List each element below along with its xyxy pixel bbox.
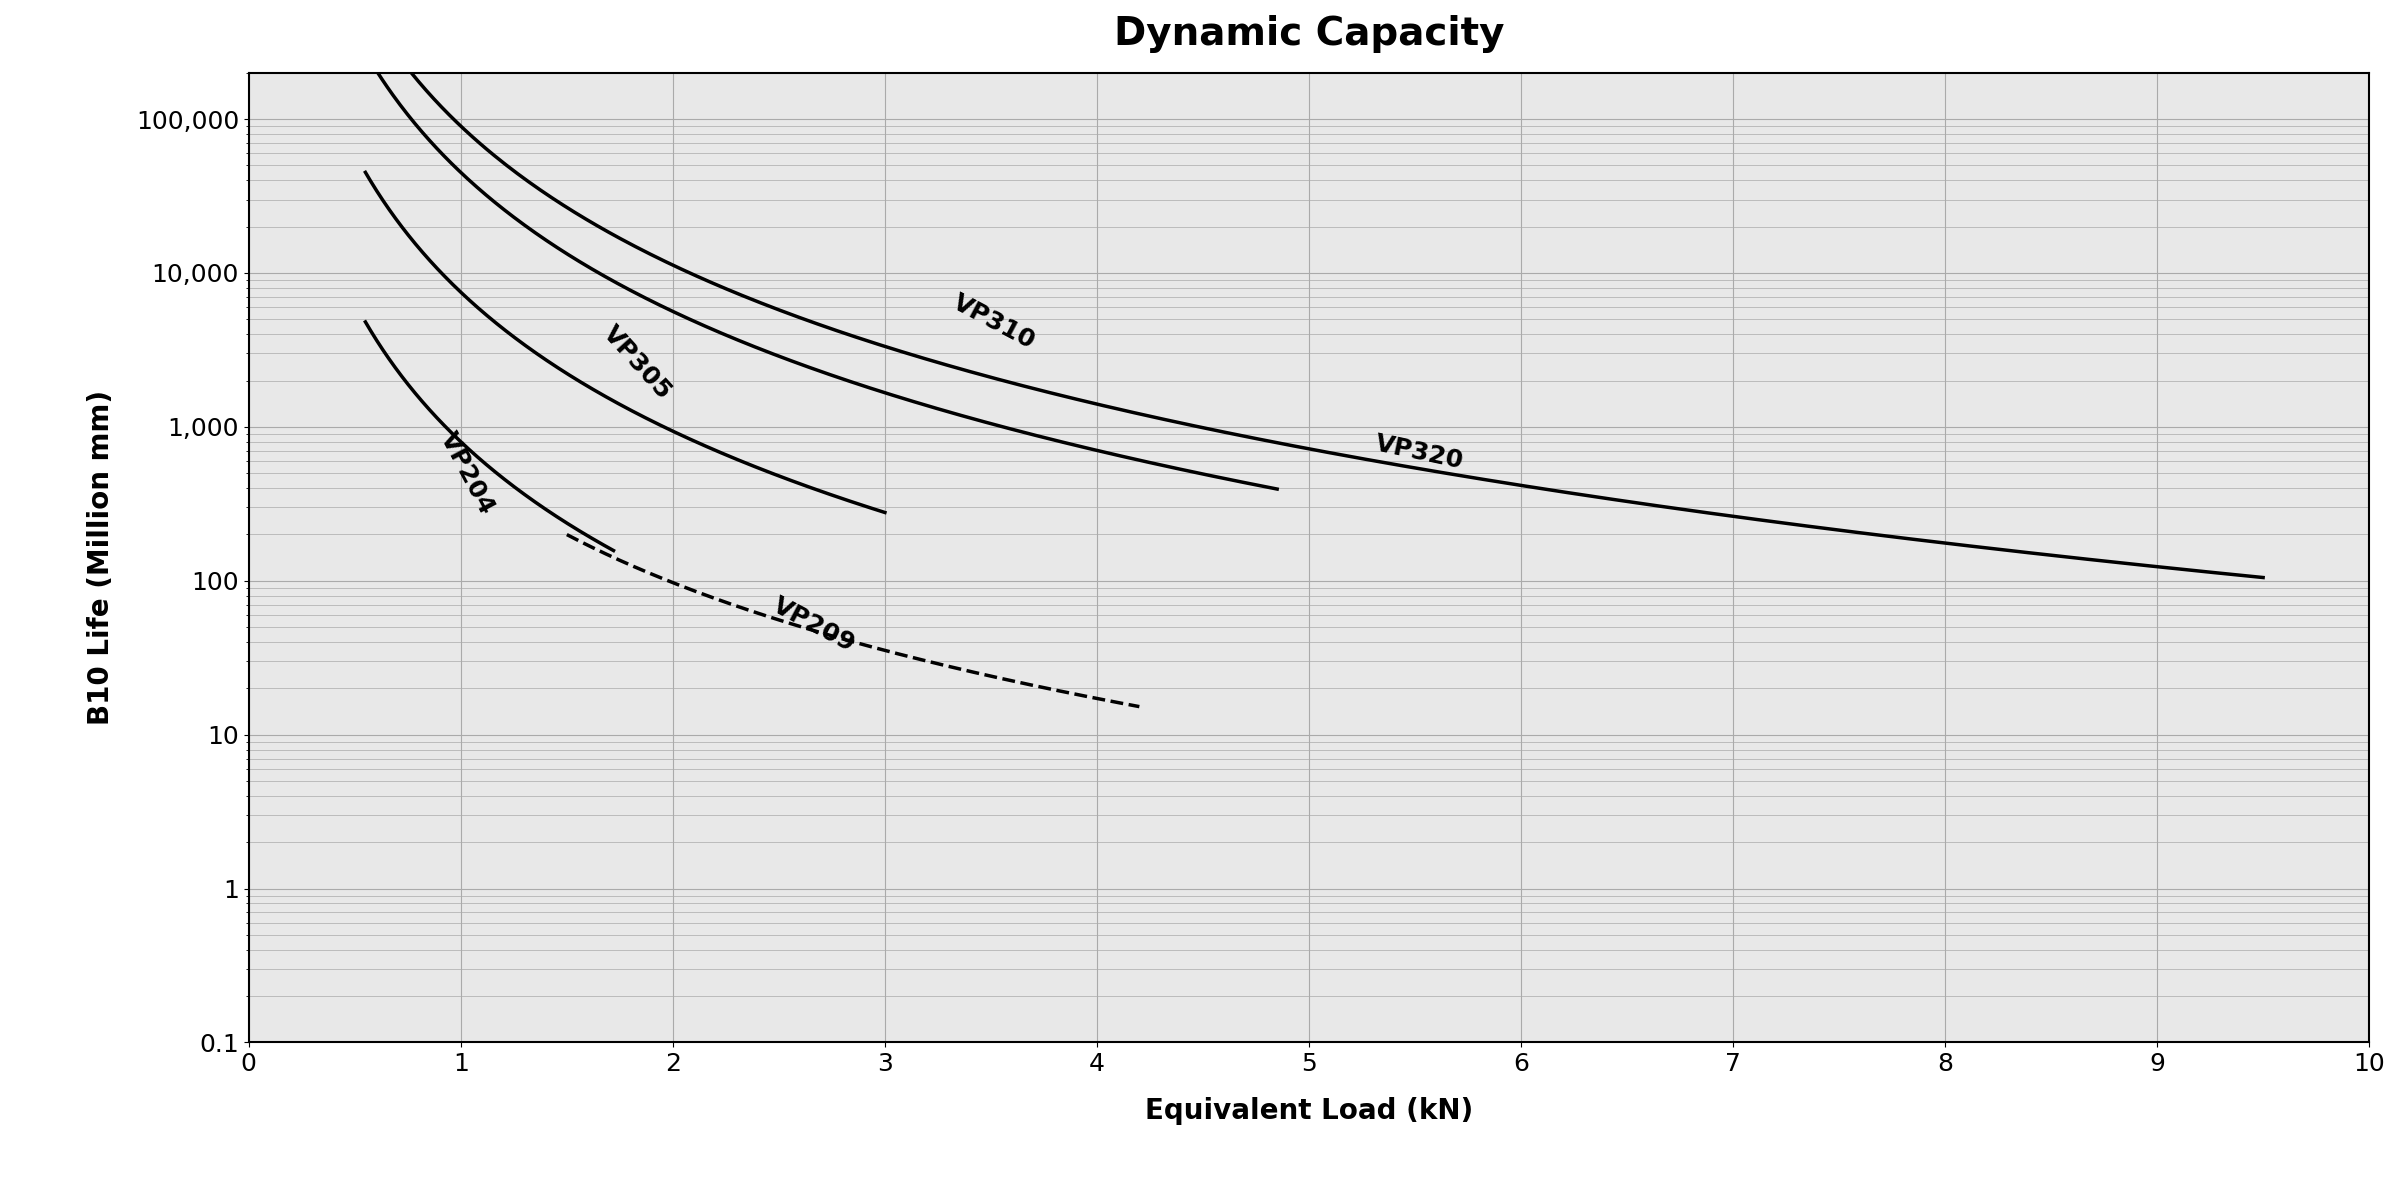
Text: VP310: VP310: [948, 290, 1039, 354]
X-axis label: Equivalent Load (kN): Equivalent Load (kN): [1145, 1097, 1474, 1126]
Y-axis label: B10 Life (Million mm): B10 Life (Million mm): [86, 390, 115, 725]
Text: VP320: VP320: [1373, 432, 1466, 474]
Text: VP209: VP209: [768, 593, 859, 656]
Title: Dynamic Capacity: Dynamic Capacity: [1114, 14, 1505, 53]
Text: VP305: VP305: [598, 322, 677, 404]
Text: VP204: VP204: [434, 428, 499, 518]
